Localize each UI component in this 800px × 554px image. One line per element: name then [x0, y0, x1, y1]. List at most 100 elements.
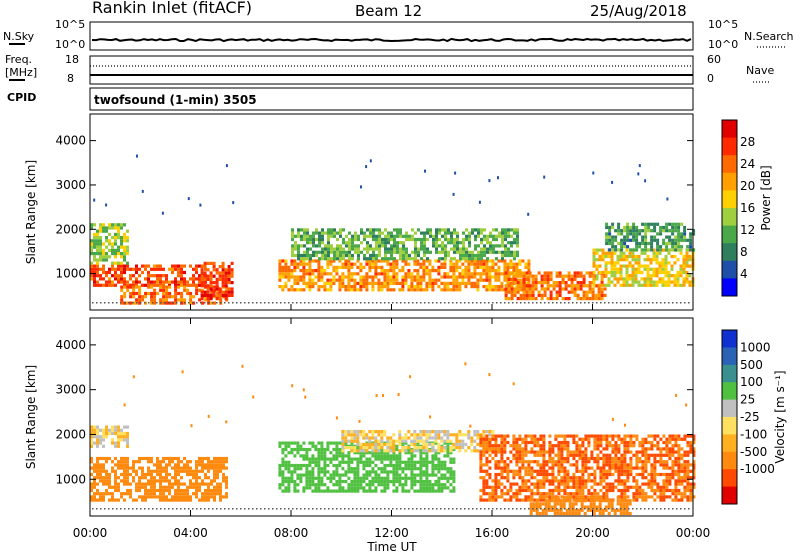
heatmap-cell: [658, 267, 662, 271]
heatmap-cell: [456, 234, 459, 238]
heatmap-cell: [218, 297, 222, 301]
heatmap-cell: [437, 489, 441, 493]
heatmap-cell: [620, 437, 624, 441]
heatmap-cell: [462, 250, 465, 254]
heatmap-cell: [449, 439, 453, 443]
heatmap-cell: [398, 269, 402, 273]
heatmap-cell: [392, 467, 396, 471]
heatmap-cell: [380, 442, 384, 446]
heatmap-cell: [631, 270, 635, 275]
heatmap-cell: [518, 450, 522, 454]
heatmap-cell: [534, 281, 538, 285]
heatmap-cell: [398, 281, 402, 285]
heatmap-cell: [207, 485, 210, 489]
heatmap-cell: [338, 489, 342, 493]
heatmap-cell: [302, 288, 306, 292]
heatmap-cell: [542, 476, 546, 480]
heatmap-cell: [689, 444, 693, 448]
heatmap-cell: [566, 485, 570, 489]
heatmap-cell: [626, 450, 630, 454]
heatmap-cell: [596, 466, 600, 470]
heatmap-cell: [168, 485, 171, 489]
heatmap-cell: [602, 447, 606, 451]
heatmap-cell: [560, 444, 564, 448]
heatmap-cell: [527, 479, 531, 483]
heatmap-cell: [518, 434, 522, 438]
heatmap-cell: [483, 234, 486, 238]
heatmap-cell: [372, 234, 375, 238]
heatmap-cell: [434, 433, 438, 437]
heatmap-cell: [527, 434, 531, 438]
heatmap-cell: [665, 482, 669, 486]
heatmap-cell: [362, 467, 366, 471]
heatmap-cell: [378, 234, 381, 238]
heatmap-cell: [171, 460, 174, 464]
heatmap-cell: [410, 439, 414, 443]
heatmap-cell: [153, 295, 157, 299]
heatmap-cell: [592, 248, 596, 252]
heatmap-cell: [443, 460, 447, 464]
heatmap-cell: [365, 446, 369, 450]
heatmap-cell: [117, 485, 120, 489]
heatmap-cell: [641, 498, 645, 502]
heatmap-cell: [616, 277, 620, 281]
heatmap-cell: [398, 473, 402, 477]
heatmap-cell: [114, 469, 117, 473]
heatmap-cell: [407, 463, 411, 468]
heatmap-cell: [114, 456, 117, 461]
heatmap-cell: [539, 482, 543, 486]
heatmap-cell: [159, 472, 162, 477]
heatmap-cell: [464, 285, 468, 289]
heatmap-cell: [596, 492, 600, 496]
heatmap-cell: [102, 479, 105, 483]
heatmap-cell: [396, 231, 399, 235]
heatmap-cell: [527, 265, 531, 269]
heatmap-cell: [216, 295, 220, 299]
heatmap-cell: [416, 446, 420, 450]
heatmap-cell: [637, 172, 640, 176]
heatmap-cell: [126, 435, 129, 439]
heatmap-cell: [431, 483, 435, 487]
heatmap-cell: [519, 284, 523, 288]
ground-dot: [488, 302, 490, 304]
heatmap-cell: [674, 225, 678, 230]
heatmap-cell: [306, 228, 309, 232]
heatmap-cell: [689, 232, 693, 236]
heatmap-cell: [105, 472, 108, 477]
heatmap-cell: [99, 226, 102, 230]
heatmap-cell: [635, 232, 639, 236]
heatmap-cell: [665, 466, 669, 470]
heatmap-cell: [147, 472, 150, 477]
heatmap-cell: [584, 485, 588, 489]
heatmap-cell: [165, 469, 168, 473]
heatmap-cell: [516, 284, 520, 288]
heatmap-cell: [383, 433, 387, 437]
heatmap-cell: [315, 250, 318, 254]
heatmap-cell: [455, 442, 459, 446]
heatmap-cell: [428, 285, 432, 289]
heatmap-cell: [500, 447, 504, 451]
heatmap-cell: [413, 479, 417, 484]
heatmap-cell: [147, 460, 150, 464]
heatmap-cell: [93, 239, 96, 243]
heatmap-cell: [500, 281, 504, 285]
heatmap-cell: [207, 488, 210, 493]
heatmap-cell: [593, 437, 597, 441]
heatmap-cell: [626, 225, 630, 230]
heatmap-cell: [467, 259, 471, 263]
heatmap-cell: [330, 234, 333, 238]
heatmap-cell: [659, 245, 663, 249]
heatmap-cell: [521, 476, 525, 480]
heatmap-cell: [419, 278, 423, 282]
heatmap-cell: [126, 466, 129, 470]
heatmap-cell: [480, 237, 483, 242]
heatmap-cell: [614, 456, 618, 461]
heatmap-cell: [306, 257, 309, 261]
heatmap-cell: [135, 460, 138, 464]
heatmap-cell: [522, 287, 526, 291]
heatmap-cell: [302, 489, 306, 493]
heatmap-cell: [287, 483, 291, 487]
heatmap-cell: [641, 492, 645, 496]
heatmap-cell: [311, 278, 315, 282]
heatmap-cell: [422, 463, 426, 468]
